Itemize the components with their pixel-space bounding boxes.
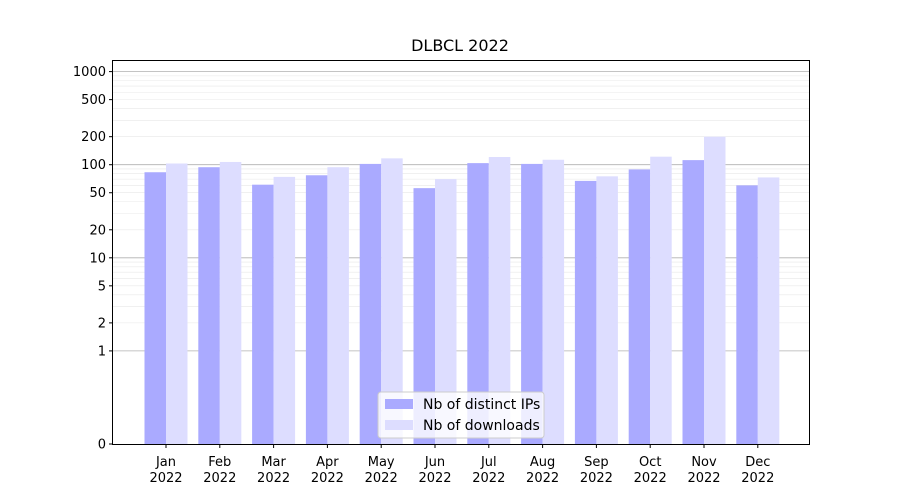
bar-nb-of-distinct-ips-jun	[413, 188, 435, 444]
x-tick-label-month: Mar	[261, 455, 286, 470]
x-tick-label-month: Aug	[530, 455, 555, 470]
x-tick-label-month: Nov	[691, 455, 717, 470]
x-tick-label-year: 2022	[687, 471, 720, 486]
y-axis: 0 1 2 5 10 20 50 100 200 500 1000	[73, 65, 113, 453]
x-tick-label-month: Sep	[584, 455, 609, 470]
y-tick-label: 10	[89, 251, 106, 266]
x-tick-label-month: Jul	[480, 455, 497, 470]
x-tick-label-month: Oct	[639, 455, 661, 470]
legend-swatch	[385, 420, 413, 430]
legend-box	[377, 391, 545, 439]
y-tick-label: 100	[81, 158, 106, 173]
x-tick-label-year: 2022	[634, 471, 667, 486]
y-tick-label: 1000	[73, 65, 106, 80]
bars-layer	[144, 136, 780, 445]
x-tick-label-month: Dec	[745, 455, 770, 470]
x-tick-label-year: 2022	[580, 471, 613, 486]
plot-frame	[112, 60, 810, 445]
bar-nb-of-distinct-ips-may	[359, 163, 382, 444]
x-tick-label-month: Jan	[155, 455, 176, 470]
x-tick-label-month: May	[368, 455, 395, 470]
bar-nb-of-distinct-ips-apr	[305, 175, 328, 444]
y-tick-label: 500	[81, 93, 106, 108]
bar-nb-of-distinct-ips-oct	[628, 169, 651, 445]
bar-nb-of-distinct-ips-mar	[252, 184, 274, 445]
bar-nb-of-downloads-jan	[166, 163, 188, 444]
bar-nb-of-downloads-may	[381, 158, 403, 444]
legend: Nb of distinct IPs Nb of downloads	[377, 391, 545, 439]
bar-nb-of-downloads-aug	[542, 159, 565, 444]
bar-nb-of-downloads-mar	[273, 176, 296, 444]
x-tick-label-month: Apr	[316, 455, 339, 470]
legend-label: Nb of distinct IPs	[423, 397, 540, 413]
y-tick-label: 5	[98, 279, 106, 294]
bar-nb-of-downloads-jul	[488, 156, 511, 444]
y-tick-label: 20	[89, 223, 106, 238]
bar-nb-of-distinct-ips-dec	[736, 185, 758, 444]
y-tick-label: 50	[89, 186, 106, 201]
bar-nb-of-distinct-ips-jan	[144, 172, 166, 444]
x-tick-label-year: 2022	[203, 471, 236, 486]
legend-swatch	[385, 399, 413, 409]
x-tick-label-year: 2022	[741, 471, 774, 486]
chart-title: DLBCL 2022	[411, 36, 509, 55]
y-tick-label: 1	[98, 344, 106, 359]
x-tick-label-year: 2022	[365, 471, 398, 486]
x-axis: Jan2022Feb2022Mar2022Apr2022May2022Jun20…	[149, 444, 774, 486]
x-tick-label-month: Feb	[208, 455, 231, 470]
legend-label: Nb of downloads	[423, 418, 540, 434]
x-tick-label-month: Jun	[424, 455, 445, 470]
y-tick-label: 0	[98, 438, 106, 453]
bar-nb-of-downloads-oct	[650, 156, 672, 444]
bar-nb-of-downloads-nov	[704, 136, 726, 444]
x-tick-label-year: 2022	[149, 471, 182, 486]
x-tick-label-year: 2022	[418, 471, 451, 486]
bar-nb-of-downloads-apr	[327, 167, 349, 444]
y-tick-label: 2	[98, 316, 106, 331]
bar-nb-of-downloads-dec	[757, 177, 780, 444]
bar-nb-of-distinct-ips-nov	[682, 160, 704, 444]
bar-nb-of-distinct-ips-feb	[198, 167, 220, 444]
bar-nb-of-downloads-sep	[596, 176, 618, 445]
x-tick-label-year: 2022	[472, 471, 505, 486]
bar-nb-of-distinct-ips-jul	[467, 163, 489, 444]
x-tick-label-year: 2022	[526, 471, 559, 486]
y-tick-label: 200	[81, 130, 106, 145]
x-tick-label-year: 2022	[311, 471, 344, 486]
bar-nb-of-downloads-jun	[435, 179, 457, 444]
bar-nb-of-distinct-ips-aug	[521, 163, 543, 444]
bar-nb-of-distinct-ips-sep	[574, 180, 597, 445]
bar-nb-of-downloads-feb	[219, 161, 242, 445]
x-tick-label-year: 2022	[257, 471, 290, 486]
